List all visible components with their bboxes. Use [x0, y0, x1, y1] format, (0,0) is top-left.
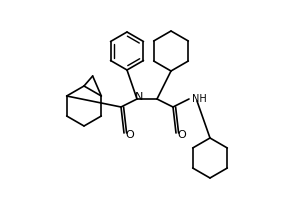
Text: O: O — [125, 130, 134, 140]
Text: N: N — [135, 92, 143, 102]
Text: O: O — [177, 130, 186, 140]
Text: NH: NH — [192, 94, 207, 104]
